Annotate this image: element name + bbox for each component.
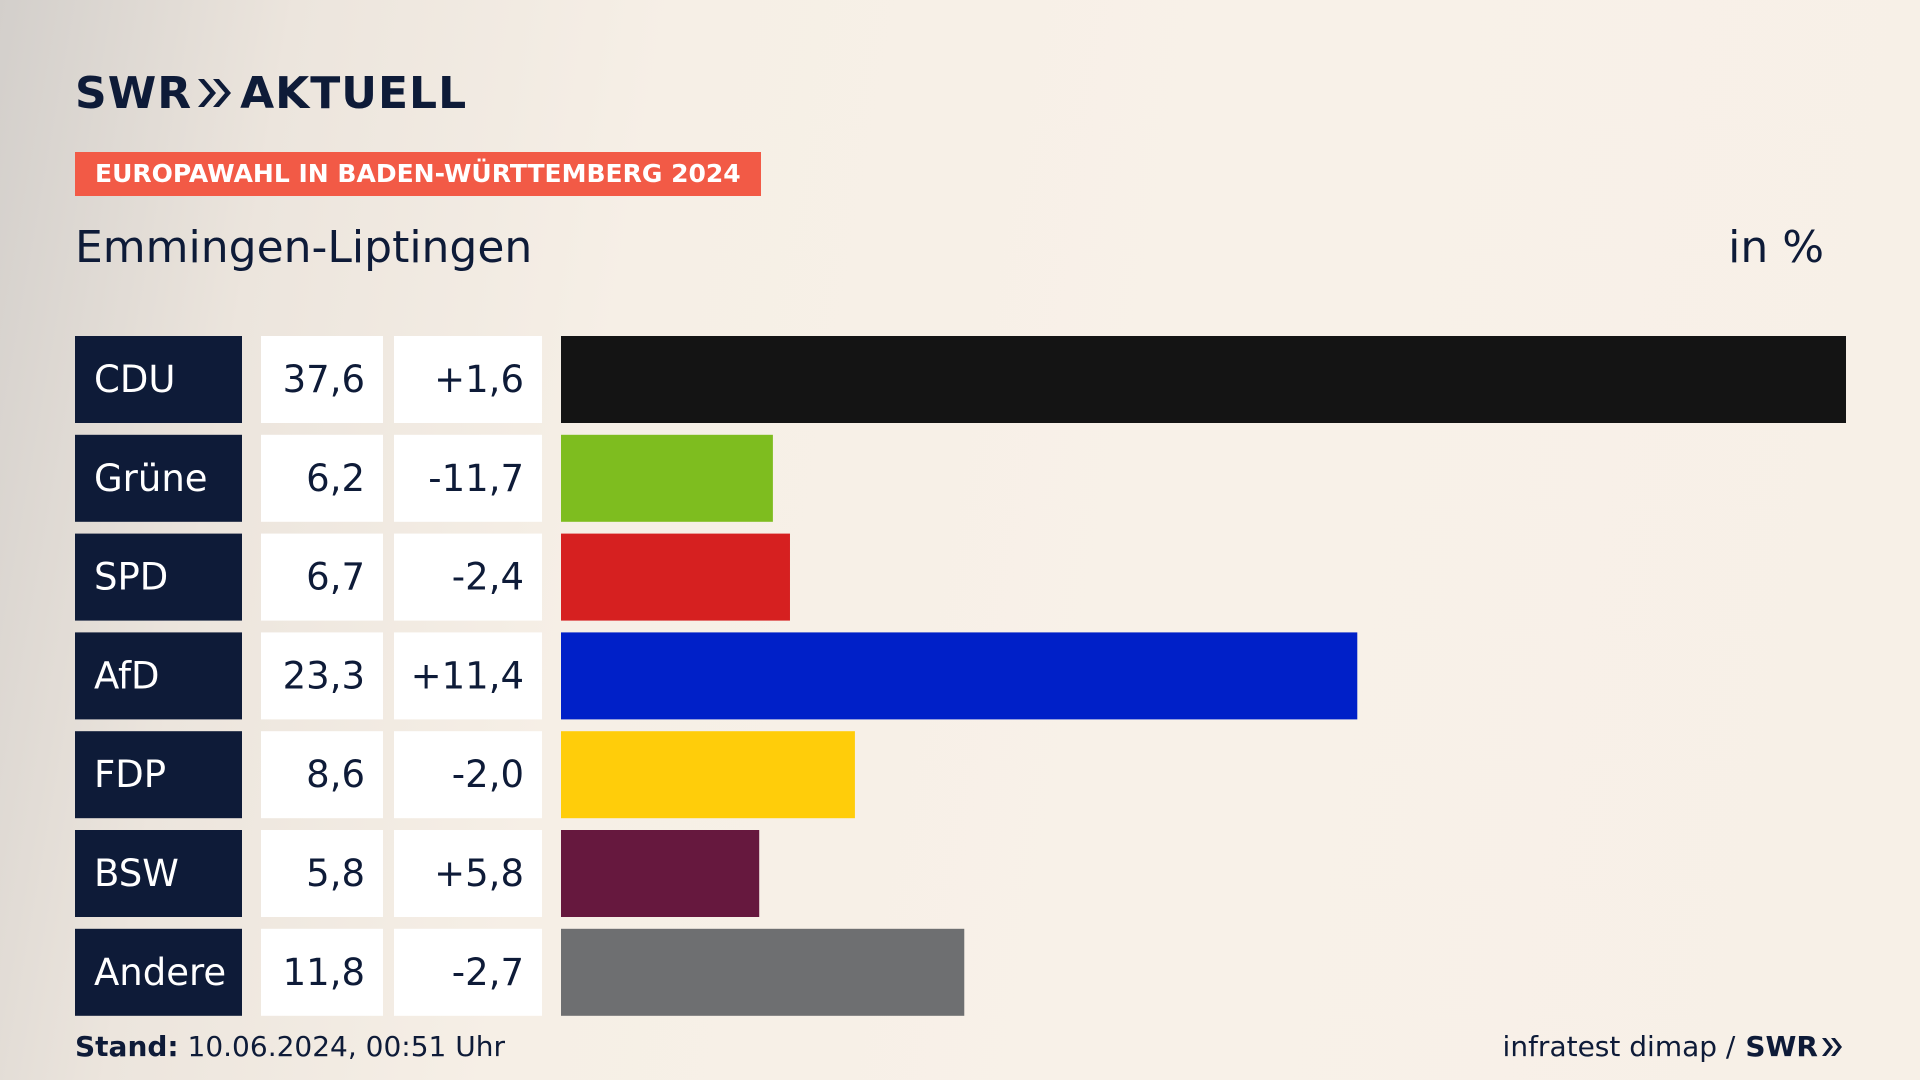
- value-cell: [261, 830, 383, 917]
- stand-value: 10.06.2024, 00:51 Uhr: [187, 1030, 505, 1063]
- change-label: +11,4: [411, 654, 524, 697]
- swr-mini-logo: SWR: [1745, 1030, 1845, 1064]
- party-label: AfD: [94, 654, 160, 697]
- change-cell: [394, 830, 542, 917]
- value-cell: [261, 731, 383, 819]
- logo-swr-text: SWR: [75, 67, 193, 119]
- value-cell: [261, 434, 383, 522]
- result-bar: [561, 830, 760, 917]
- change-cell: [394, 533, 542, 621]
- mini-logo-text: SWR: [1745, 1030, 1818, 1063]
- value-label: 8,6: [306, 753, 365, 796]
- result-bar: [561, 632, 1358, 720]
- party-label: BSW: [94, 852, 179, 895]
- result-bar: [561, 533, 790, 621]
- logo-chevron-icon: [196, 76, 234, 110]
- unit-label: in %: [1728, 222, 1824, 273]
- value-label: 6,2: [306, 457, 365, 500]
- change-cell: [394, 632, 542, 720]
- change-label: +5,8: [434, 852, 524, 895]
- party-label: Grüne: [94, 457, 208, 500]
- stand-label: Stand:: [75, 1030, 179, 1063]
- party-label: CDU: [94, 358, 175, 401]
- value-cell: [261, 336, 383, 423]
- party-label-box: [75, 533, 242, 621]
- party-label-box: [75, 336, 242, 423]
- change-label: +1,6: [434, 358, 524, 401]
- change-cell: [394, 434, 542, 522]
- value-label: 37,6: [283, 358, 365, 401]
- result-bar: [561, 336, 1846, 423]
- footer-timestamp: Stand: 10.06.2024, 00:51 Uhr: [75, 1030, 505, 1064]
- party-label-box: [75, 928, 242, 1016]
- value-cell: [261, 928, 383, 1016]
- mini-chevron-icon: [1822, 1038, 1842, 1056]
- change-cell: [394, 731, 542, 819]
- value-cell: [261, 533, 383, 621]
- change-label: -2,7: [452, 951, 524, 994]
- result-bar: [561, 928, 965, 1016]
- change-label: -2,4: [452, 556, 524, 599]
- election-banner: EUROPAWAHL IN BADEN-WÜRTTEMBERG 2024: [75, 152, 761, 196]
- source-text: infratest dimap /: [1502, 1030, 1736, 1063]
- change-label: -11,7: [428, 457, 524, 500]
- change-cell: [394, 336, 542, 423]
- footer-source: infratest dimap / SWR: [1503, 1030, 1845, 1064]
- change-cell: [394, 928, 542, 1016]
- party-label: SPD: [94, 556, 168, 599]
- party-label-box: [75, 434, 242, 522]
- change-label: -2,0: [452, 753, 524, 796]
- party-label: FDP: [94, 753, 166, 796]
- value-label: 5,8: [306, 852, 365, 895]
- value-label: 11,8: [283, 951, 365, 994]
- result-bar: [561, 434, 773, 522]
- swr-aktuell-logo: SWR AKTUELL: [75, 67, 468, 119]
- party-label: Andere: [94, 951, 226, 994]
- logo-aktuell-text: AKTUELL: [240, 67, 468, 119]
- party-label-box: [75, 632, 242, 720]
- value-label: 6,7: [306, 556, 365, 599]
- value-cell: [261, 632, 383, 720]
- value-label: 23,3: [283, 654, 365, 697]
- result-bar: [561, 731, 855, 819]
- location-title: Emmingen-Liptingen: [75, 222, 533, 273]
- party-label-box: [75, 830, 242, 917]
- party-label-box: [75, 731, 242, 819]
